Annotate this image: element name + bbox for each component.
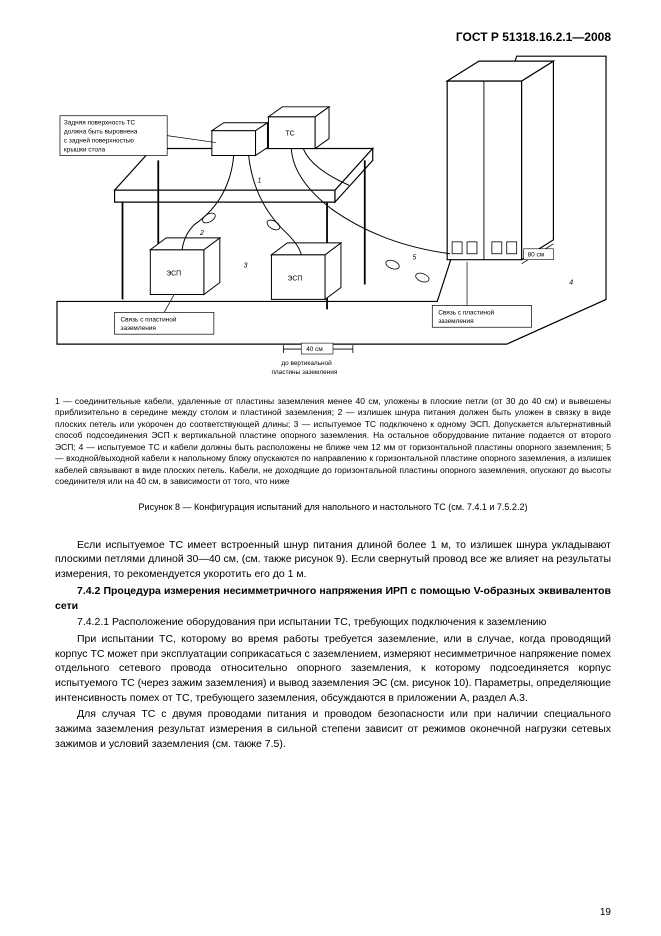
callout-4: 4 bbox=[569, 280, 573, 287]
callout-3: 3 bbox=[244, 263, 248, 270]
para-2: При испытании ТС, которому во время рабо… bbox=[55, 632, 611, 705]
callout-back-l1: Задняя поверхность ТС bbox=[64, 120, 136, 127]
para-3: Для случая ТС с двумя проводами питания … bbox=[55, 707, 611, 751]
gp-link1-l1: Связь с пластиной bbox=[121, 315, 177, 323]
page: ГОСТ Р 51318.16.2.1—2008 bbox=[0, 0, 661, 936]
callout-back-l4: крышки стола bbox=[64, 146, 106, 153]
dim-40cm: 40 см bbox=[306, 346, 323, 353]
para-7421: 7.4.2.1 Расположение оборудования при ис… bbox=[55, 615, 611, 630]
callout-back-l2: должна быть выровнена bbox=[64, 128, 138, 136]
esp1-label: ЭСП bbox=[166, 271, 181, 278]
callout-5: 5 bbox=[412, 255, 416, 262]
callout-back-l3: с задней поверхностью bbox=[64, 137, 134, 145]
to-vert-l1: до вертикальной bbox=[281, 359, 332, 367]
to-vert-l2: пластины заземления bbox=[271, 369, 337, 376]
dim-80cm: 80 см bbox=[528, 252, 545, 259]
body-text: Если испытуемое ТС имеет встроенный шнур… bbox=[55, 538, 611, 752]
gp-link2-l1: Связь с пластиной bbox=[438, 308, 494, 316]
figure-svg: ТС ЭСП ЭСП Задняя поверхность ТС должна … bbox=[55, 50, 611, 390]
callout-1: 1 bbox=[258, 177, 262, 184]
doc-header: ГОСТ Р 51318.16.2.1—2008 bbox=[55, 30, 611, 44]
figure-caption: Рисунок 8 — Конфигурация испытаний для н… bbox=[55, 502, 611, 512]
figure-8: ТС ЭСП ЭСП Задняя поверхность ТС должна … bbox=[55, 50, 611, 390]
gp-link1-l2: заземления bbox=[121, 325, 157, 332]
para-1: Если испытуемое ТС имеет встроенный шнур… bbox=[55, 538, 611, 582]
tc-label: ТС bbox=[285, 131, 294, 138]
figure-legend: 1 — соединительные кабели, удаленные от … bbox=[55, 396, 611, 488]
callout-2: 2 bbox=[199, 230, 204, 237]
esp2-label: ЭСП bbox=[287, 276, 302, 283]
gp-link2-l2: заземления bbox=[438, 318, 474, 325]
page-number: 19 bbox=[600, 907, 611, 918]
heading-742: 7.4.2 Процедура измерения несимметричног… bbox=[55, 584, 611, 613]
